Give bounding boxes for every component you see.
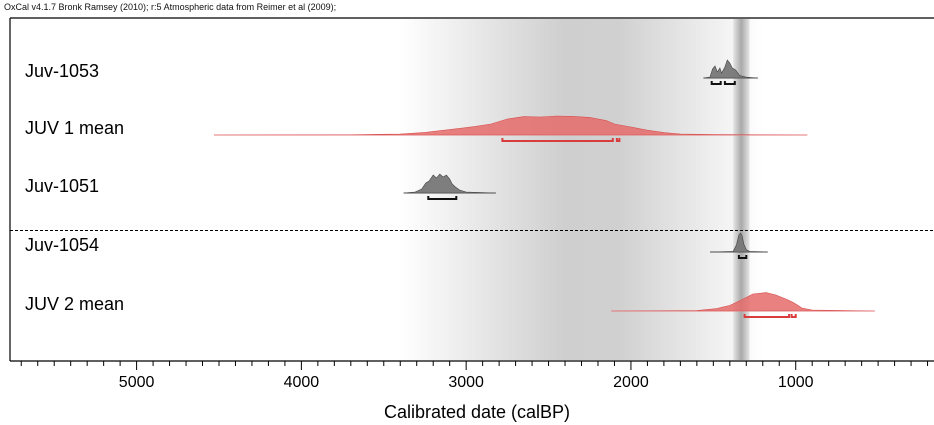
- hpd-range-bracket: [615, 138, 621, 142]
- tick-label: 1000: [778, 374, 814, 391]
- hpd-range-bracket: [737, 255, 748, 259]
- x-axis-title: Calibrated date (calBP): [384, 402, 570, 422]
- sample-distributions: Juv-1053 JUV 1 mean Juv-1051 Juv-1054 JUV 2 …: [25, 59, 875, 318]
- sample-label: JUV 1 mean: [25, 118, 124, 138]
- plot-frame: [9, 17, 934, 362]
- tick-label: 2000: [613, 374, 649, 391]
- hpd-range-bracket: [723, 81, 736, 85]
- sample-label: JUV 2 mean: [25, 294, 124, 314]
- tick-label: 4000: [284, 374, 320, 391]
- tick-label: 3000: [448, 374, 484, 391]
- hpd-range-bracket: [710, 81, 722, 85]
- distribution-area: [709, 232, 768, 253]
- shaded-range-1: [733, 19, 750, 360]
- distribution-area: [403, 173, 496, 194]
- hpd-range-bracket: [501, 138, 614, 142]
- sample-label: Juv-1053: [25, 61, 99, 81]
- shaded-range-0: [400, 19, 763, 360]
- sample-label: Juv-1054: [25, 235, 99, 255]
- distribution-area: [611, 292, 875, 312]
- shaded-ranges: [400, 19, 763, 360]
- tick-label: 5000: [119, 374, 155, 391]
- sample-label: Juv-1051: [25, 176, 99, 196]
- hpd-range-bracket: [790, 314, 797, 318]
- x-axis: 5000 4000 3000 2000 1000: [20, 361, 929, 391]
- hpd-range-bracket: [427, 196, 458, 200]
- distribution-area: [213, 115, 808, 136]
- source-note: OxCal v4.1.7 Bronk Ramsey (2010); r:5 At…: [4, 2, 337, 12]
- hpd-range-bracket: [743, 314, 791, 318]
- distribution-area: [703, 59, 758, 79]
